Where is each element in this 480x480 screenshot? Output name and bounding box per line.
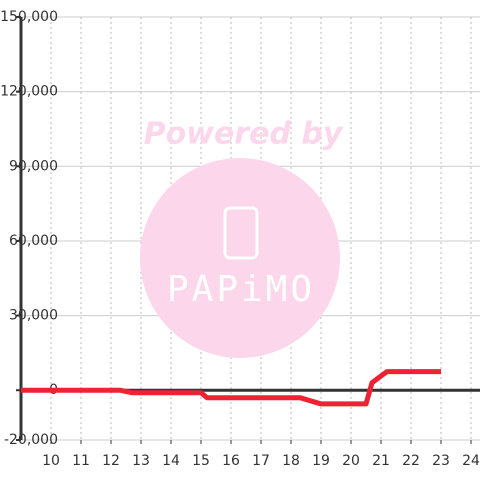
x-tick-label: 10 — [42, 453, 60, 469]
x-tick-label: 24 — [462, 453, 480, 469]
watermark-text: Powered by — [144, 117, 344, 152]
x-tick-label: 15 — [192, 453, 210, 469]
x-tick-label: 21 — [372, 453, 390, 469]
y-tick-label: 30,000 — [9, 308, 58, 324]
line — [21, 369, 441, 407]
x-tick-label: 11 — [72, 453, 90, 469]
x-tick-label: 19 — [312, 453, 330, 469]
y-tick-label: 60,000 — [9, 233, 58, 249]
x-tick-label: 14 — [162, 453, 180, 469]
y-tick-label: 150,000 — [0, 9, 58, 25]
y-tick-label: 90,000 — [9, 158, 58, 174]
x-tick-label: 22 — [402, 453, 420, 469]
x-tick-label: 12 — [102, 453, 120, 469]
x-tick-label: 20 — [342, 453, 360, 469]
watermark-logo: PAPiMO — [167, 269, 315, 310]
x-tick-label: 17 — [252, 453, 270, 469]
y-tick-label: 120,000 — [0, 84, 58, 100]
x-tick-label: 18 — [282, 453, 300, 469]
watermark: Powered by PAPiMO — [140, 117, 344, 358]
watermark-icon — [223, 206, 259, 260]
x-tick-label: 13 — [132, 453, 150, 469]
x-tick-label: 16 — [222, 453, 240, 469]
y-tick-label: -20,000 — [4, 432, 58, 448]
x-tick-label: 23 — [432, 453, 450, 469]
